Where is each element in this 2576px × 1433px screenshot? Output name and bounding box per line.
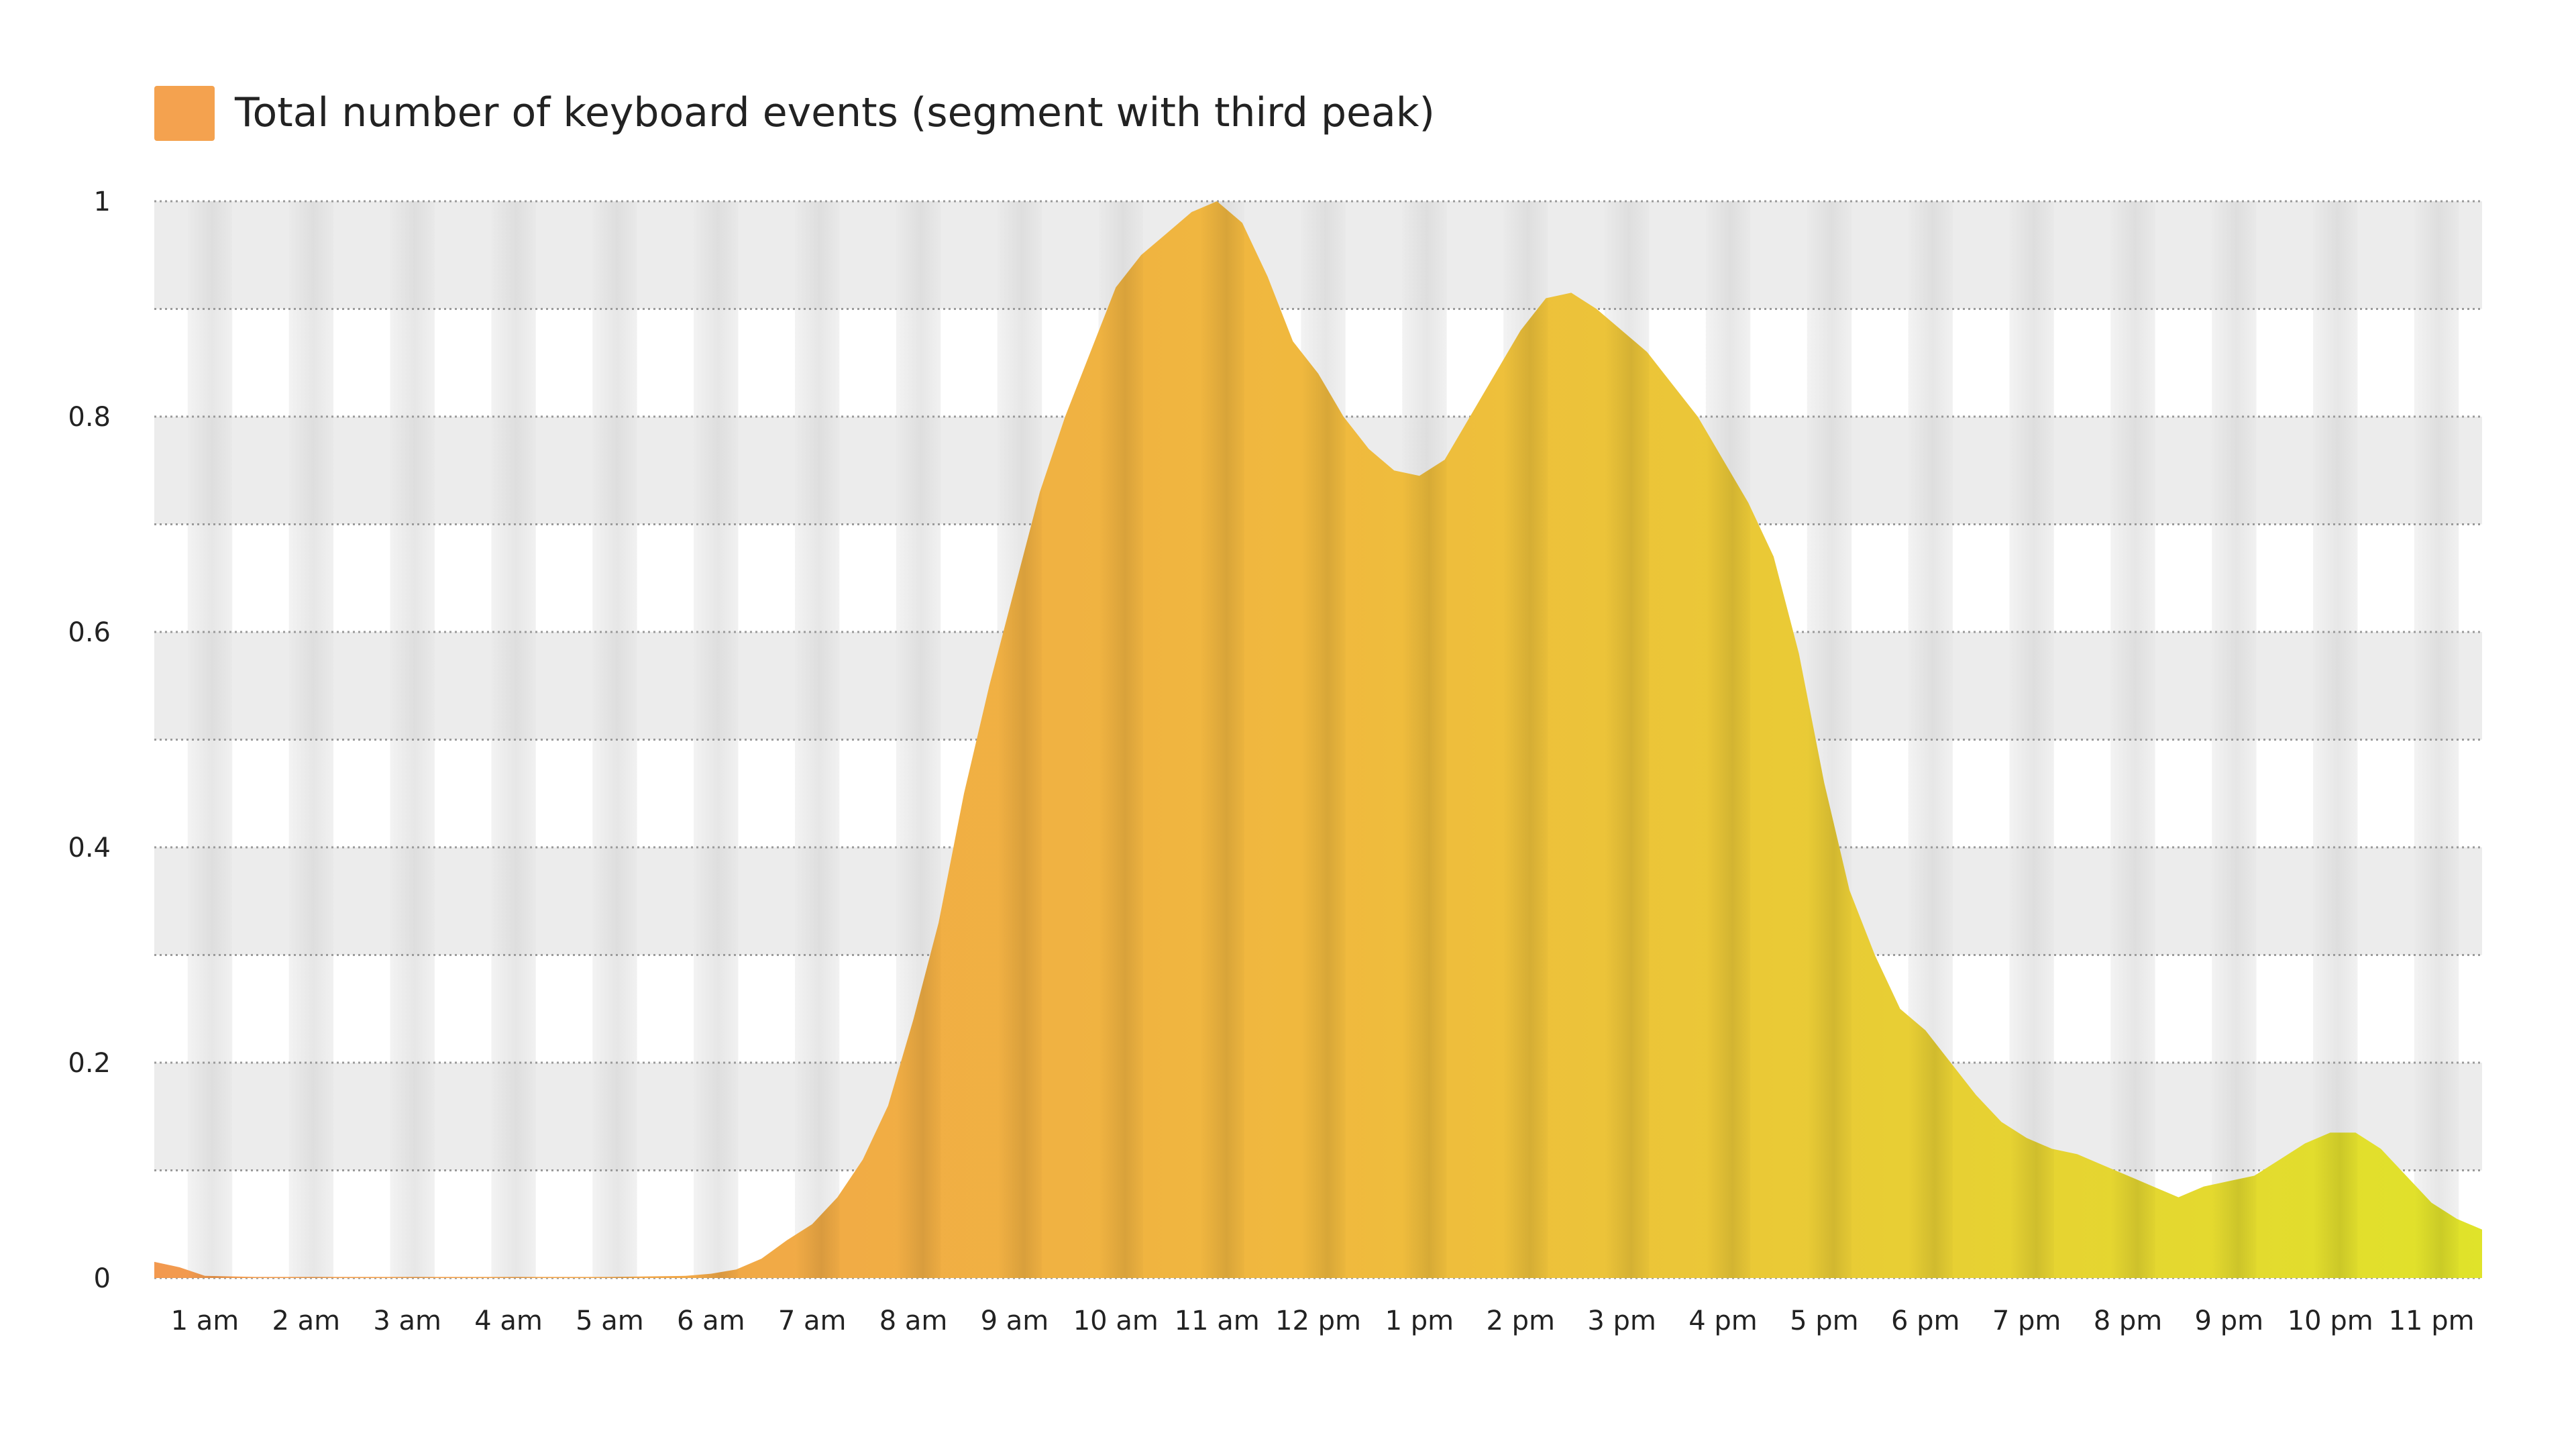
x-tick-label: 2 pm xyxy=(1486,1306,1555,1336)
x-tick-label: 1 pm xyxy=(1385,1306,1454,1336)
area-stripe xyxy=(1604,201,1650,1278)
grid-pillar xyxy=(2212,201,2257,1278)
x-tick-label: 1 am xyxy=(171,1306,239,1336)
x-tick-label: 5 am xyxy=(576,1306,644,1336)
x-tick-label: 10 pm xyxy=(2288,1306,2373,1336)
y-tick-label: 0.2 xyxy=(68,1048,111,1079)
area-stripe xyxy=(1503,201,1548,1278)
x-tick-label: 11 am xyxy=(1175,1306,1260,1336)
grid-pillar xyxy=(694,201,739,1278)
grid-pillar xyxy=(2110,201,2155,1278)
y-tick-label: 0.6 xyxy=(68,617,111,648)
x-tick-label: 9 am xyxy=(981,1306,1049,1336)
grid-pillar xyxy=(795,201,840,1278)
x-tick-label: 8 pm xyxy=(2094,1306,2163,1336)
grid-pillar xyxy=(2009,201,2054,1278)
area-stripe xyxy=(1098,201,1143,1278)
x-tick-label: 3 pm xyxy=(1587,1306,1656,1336)
x-tick-label: 6 pm xyxy=(1891,1306,1960,1336)
y-tick-label: 0 xyxy=(94,1263,111,1294)
area-stripe xyxy=(1199,201,1244,1278)
x-tick-label: 2 am xyxy=(272,1306,340,1336)
x-tick-label: 10 am xyxy=(1073,1306,1159,1336)
x-tick-label: 3 am xyxy=(373,1306,441,1336)
x-axis: 1 am 2 am 3 am 4 am 5 am 6 am 7 am 8 am 9 am 10 a… xyxy=(171,1306,2475,1336)
x-tick-label: 5 pm xyxy=(1790,1306,1859,1336)
x-tick-label: 12 pm xyxy=(1275,1306,1361,1336)
legend-label: Total number of keyboard events (segment… xyxy=(234,89,1435,136)
x-tick-label: 4 pm xyxy=(1688,1306,1758,1336)
legend: Total number of keyboard events (segment… xyxy=(154,86,1435,141)
x-tick-label: 7 pm xyxy=(1992,1306,2061,1336)
y-tick-label: 1 xyxy=(94,187,111,217)
grid-pillar xyxy=(592,201,637,1278)
y-axis: 0 0.2 0.4 0.6 0.8 1 xyxy=(68,187,111,1294)
legend-swatch xyxy=(154,86,215,141)
x-tick-label: 7 am xyxy=(778,1306,847,1336)
y-tick-label: 0.8 xyxy=(68,402,111,433)
x-tick-label: 11 pm xyxy=(2389,1306,2475,1336)
x-tick-label: 6 am xyxy=(677,1306,745,1336)
y-tick-label: 0.4 xyxy=(68,833,111,863)
x-tick-label: 4 am xyxy=(474,1306,543,1336)
x-tick-label: 9 pm xyxy=(2195,1306,2264,1336)
x-tick-label: 8 am xyxy=(879,1306,948,1336)
